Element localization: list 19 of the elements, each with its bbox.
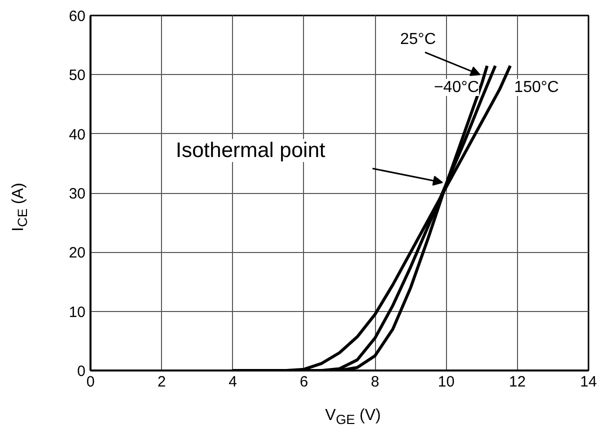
- annotation: 150°C: [514, 79, 559, 96]
- x-axis-title: V$_{GE}$ (V): [324, 406, 382, 430]
- annotation: Isothermal point: [176, 139, 326, 162]
- y-tick-label: 10: [68, 304, 86, 321]
- x-tick-label: 8: [370, 374, 380, 390]
- y-tick-label: 50: [68, 67, 86, 84]
- x-tick-label: 14: [580, 374, 597, 390]
- annotation: 25°C: [400, 31, 436, 48]
- x-tick-label: 12: [509, 374, 526, 390]
- x-tick-label: 6: [300, 374, 308, 390]
- y-tick-label: 30: [68, 186, 86, 202]
- y-tick-label: 20: [68, 244, 86, 262]
- y-tick-label: 60: [68, 8, 86, 25]
- x-tick-label: 4: [228, 374, 237, 390]
- x-tick-label: 2: [157, 374, 166, 390]
- y-tick-label: 0: [77, 363, 86, 380]
- y-tick-label: 40: [68, 126, 86, 144]
- annotation: −40°C: [434, 79, 480, 96]
- x-tick-label: 10: [438, 374, 455, 390]
